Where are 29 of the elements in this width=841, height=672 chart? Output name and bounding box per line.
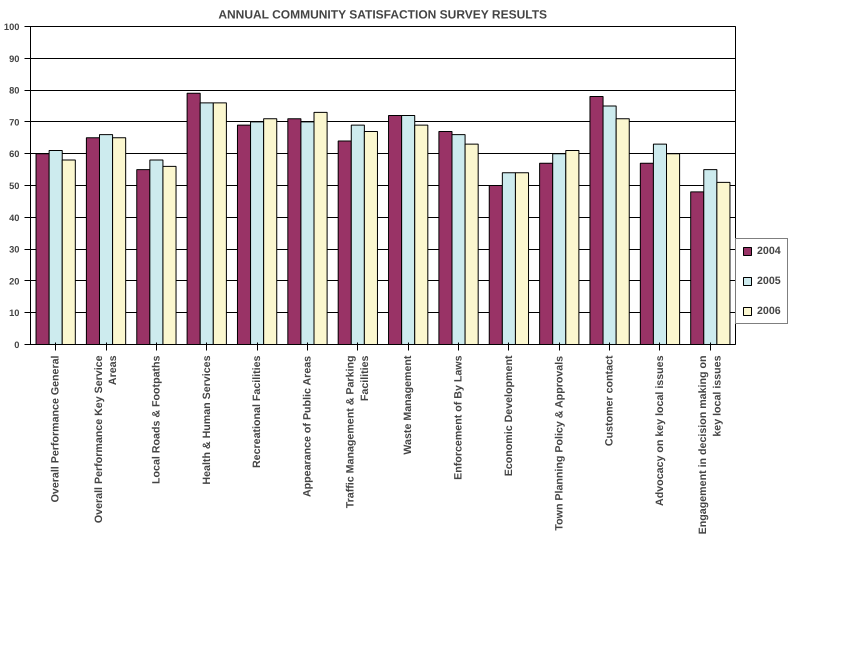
x-tick-label: Advocacy on key local issues <box>654 355 666 506</box>
x-tick-label: Overall Performance General <box>50 355 62 502</box>
x-tick-label: Traffic Management & Parking Facilities <box>344 355 372 508</box>
x-tick-label: Town Planning Policy & Approvals <box>553 356 566 531</box>
x-tick-label: Local Roads & Footpaths <box>150 355 162 484</box>
y-tick-label: 40 <box>9 212 20 223</box>
x-tick-label: Health & Human Services <box>200 355 213 485</box>
chart-title: ANNUAL COMMUNITY SATISFACTION SURVEY RESULTS <box>218 8 548 22</box>
y-tick-label: 80 <box>9 86 20 96</box>
x-tick-label: Overall Performance Key Service Areas <box>92 355 120 524</box>
x-tick-label: Economic Development <box>502 355 515 476</box>
x-tick-label: Appearance of Public Areas <box>301 356 314 498</box>
y-tick-label: 10 <box>9 308 20 318</box>
x-tick-label: Waste Management <box>402 355 414 455</box>
y-tick-label: 50 <box>9 181 20 191</box>
y-tick-label: 20 <box>9 276 20 286</box>
x-tick-label: Engagement in decision making on key local issues <box>697 355 724 534</box>
legend-label: 2006 <box>757 305 781 317</box>
y-tick-label: 30 <box>9 244 20 255</box>
legend-label: 2005 <box>757 275 781 287</box>
x-tick-label: Enforcement of By Laws <box>452 355 465 480</box>
legend-label: 2004 <box>757 245 781 257</box>
x-tick-label: Recreational Facilities <box>251 355 264 468</box>
x-tick-label: Customer contact <box>604 355 616 446</box>
y-tick-label: 60 <box>9 149 20 160</box>
y-tick-label: 0 <box>14 340 20 350</box>
y-tick-label: 90 <box>9 54 20 64</box>
y-tick-label: 70 <box>9 117 20 128</box>
y-tick-label: 100 <box>4 22 20 32</box>
